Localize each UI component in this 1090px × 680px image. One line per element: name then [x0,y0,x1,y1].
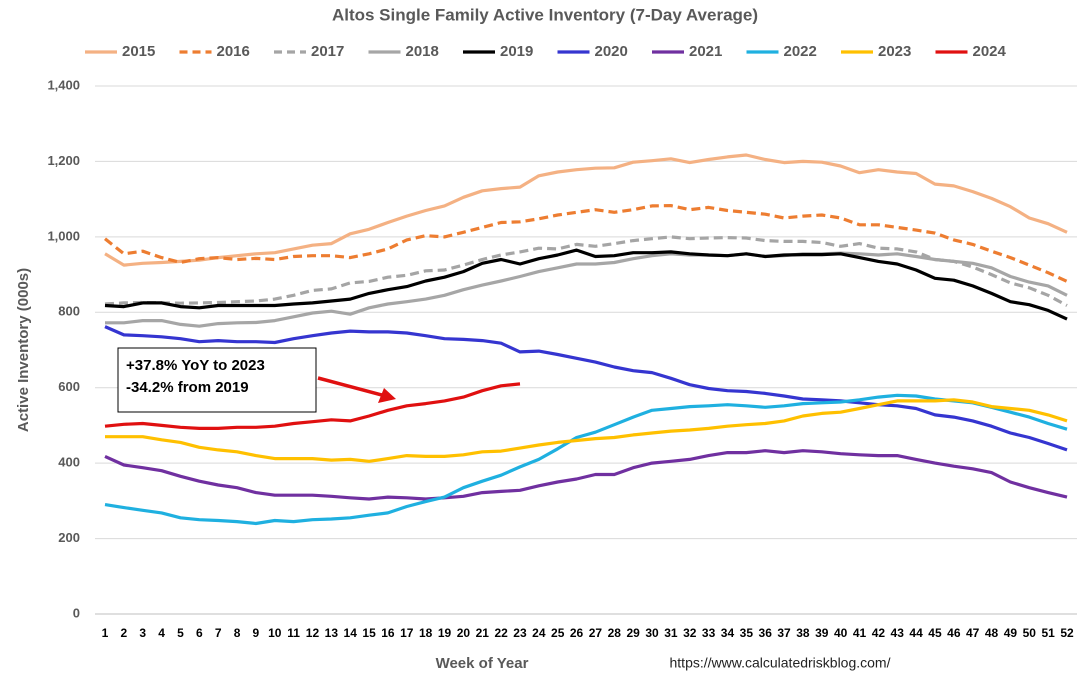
x-tick-label: 22 [494,626,508,640]
x-tick-label: 33 [702,626,716,640]
x-tick-label: 10 [268,626,282,640]
x-tick-label: 7 [215,626,222,640]
x-tick-label: 48 [985,626,999,640]
legend-label: 2016 [217,43,250,60]
x-tick-label: 8 [234,626,241,640]
legend-label: 2017 [311,43,344,60]
chart-title: Altos Single Family Active Inventory (7-… [332,5,758,24]
legend-label: 2022 [784,43,817,60]
annotation: -34.2% from 2019 [126,379,249,396]
x-tick-label: 49 [1004,626,1018,640]
y-tick-label: 0 [73,605,80,620]
x-tick-label: 36 [759,626,773,640]
series-line [104,382,521,430]
x-tick-label: 35 [740,626,754,640]
legend-label: 2020 [595,43,628,60]
x-tick-label: 43 [891,626,905,640]
x-tick-label: 11 [287,626,300,640]
x-tick-label: 34 [721,626,735,640]
x-tick-label: 37 [777,626,791,640]
series-line [105,251,1068,328]
series-line [104,393,1068,526]
x-tick-label: 30 [645,626,659,640]
y-tick-label: 400 [58,455,80,470]
x-tick-label: 16 [381,626,395,640]
x-tick-label: 52 [1060,626,1074,640]
x-tick-label: 21 [476,626,490,640]
x-tick-label: 3 [139,626,146,640]
x-tick-label: 47 [966,626,980,640]
x-tick-label: 17 [400,626,414,640]
x-tick-label: 18 [419,626,433,640]
legend-label: 2018 [406,43,439,60]
x-tick-label: 31 [664,626,678,640]
y-tick-label: 600 [58,379,80,394]
series-line [104,153,1068,267]
series-line [104,235,1068,307]
x-tick-label: 23 [513,626,527,640]
legend-label: 2024 [973,43,1007,60]
x-tick-label: 13 [325,626,339,640]
annotation-arrow [317,376,383,397]
x-tick-label: 39 [815,626,829,640]
x-tick-label: 24 [532,626,546,640]
x-tick-label: 51 [1041,626,1055,640]
arrow-head [378,388,396,403]
x-tick-label: 38 [796,626,810,640]
x-axis-title: Week of Year [436,655,529,672]
x-tick-label: 40 [834,626,848,640]
source: https://www.calculatedriskblog.com/ [670,655,891,671]
series-line [104,449,1068,501]
x-tick-label: 42 [872,626,886,640]
series-line [104,204,1068,283]
y-axis-title: Active Inventory (000s) [15,268,32,432]
x-tick-label: 29 [626,626,640,640]
legend-label: 2023 [878,43,911,60]
y-tick-label: 1,200 [47,153,80,168]
series-line [104,325,1068,452]
x-tick-label: 32 [683,626,697,640]
x-tick-label: 12 [306,626,320,640]
legend: 2015 2016 2017 2018 2019 2020 2021 2022 2023 2024 [85,43,1007,60]
x-tick-label: 1 [102,626,109,640]
x-tick-label: 15 [362,626,376,640]
annotation-box [117,347,317,413]
legend-label: 2021 [689,43,722,60]
x-tick-label: 50 [1023,626,1037,640]
x-tick-label: 19 [438,626,452,640]
x-tick-label: 41 [853,626,867,640]
y-tick-label: 1,000 [47,228,80,243]
lines [104,153,1068,526]
x-tick-label: 28 [608,626,622,640]
x-tick-label: 45 [928,626,942,640]
x-tick-label: 26 [570,626,584,640]
x-tick-label: 14 [344,626,358,640]
series-line [105,398,1068,463]
annotation: +37.8% YoY to 2023 [126,357,265,374]
x-tick-label: 27 [589,626,603,640]
series-line [104,248,1068,321]
x-tick-label: 9 [253,626,260,640]
x-tick-label: 4 [158,626,165,640]
y-tick-label: 800 [58,304,80,319]
y-tick-label: 200 [58,530,80,545]
x-tick-label: 20 [457,626,471,640]
y-tick-label: 1,400 [47,77,80,92]
x-tick-label: 46 [947,626,961,640]
x-tick-label: 2 [121,626,128,640]
x-tick-label: 25 [551,626,565,640]
x-tick-label: 44 [909,626,923,640]
x-tick-label: 5 [177,626,184,640]
legend-label: 2019 [500,43,533,60]
x-tick-label: 6 [196,626,203,640]
legend-label: 2015 [122,43,155,60]
